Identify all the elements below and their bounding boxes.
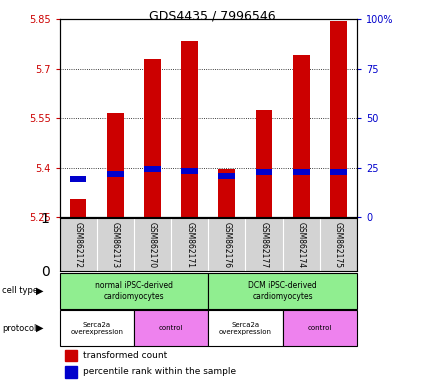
- Bar: [65, 350, 77, 361]
- Text: protocol: protocol: [2, 324, 37, 333]
- Bar: [60, 273, 208, 309]
- Text: GSM862171: GSM862171: [185, 222, 194, 268]
- Text: GSM862170: GSM862170: [148, 222, 157, 268]
- Bar: [330, 21, 347, 217]
- Text: control: control: [308, 325, 332, 331]
- Text: GSM862172: GSM862172: [74, 222, 82, 268]
- Text: GSM862175: GSM862175: [334, 222, 343, 268]
- Bar: [107, 113, 124, 217]
- Bar: [134, 310, 208, 346]
- Bar: [330, 169, 347, 175]
- Bar: [60, 310, 134, 346]
- Bar: [208, 273, 357, 309]
- Text: GSM862177: GSM862177: [260, 222, 269, 268]
- Bar: [218, 169, 235, 217]
- Text: cell type: cell type: [2, 286, 38, 295]
- Bar: [181, 168, 198, 174]
- Text: GDS4435 / 7996546: GDS4435 / 7996546: [149, 10, 276, 23]
- Text: percentile rank within the sample: percentile rank within the sample: [83, 367, 236, 376]
- Bar: [144, 59, 161, 217]
- Text: DCM iPSC-derived
cardiomyocytes: DCM iPSC-derived cardiomyocytes: [248, 281, 317, 301]
- Text: GSM862174: GSM862174: [297, 222, 306, 268]
- Bar: [256, 169, 272, 175]
- Text: GSM862173: GSM862173: [111, 222, 120, 268]
- Bar: [256, 110, 272, 217]
- Bar: [144, 166, 161, 172]
- Bar: [107, 171, 124, 177]
- Text: GSM862176: GSM862176: [222, 222, 231, 268]
- Text: normal iPSC-derived
cardiomyocytes: normal iPSC-derived cardiomyocytes: [95, 281, 173, 301]
- Text: transformed count: transformed count: [83, 351, 167, 360]
- Text: ▶: ▶: [36, 323, 44, 333]
- Text: ▶: ▶: [36, 286, 44, 296]
- Bar: [293, 169, 309, 175]
- Text: Serca2a
overexpression: Serca2a overexpression: [219, 322, 272, 334]
- Text: control: control: [159, 325, 183, 331]
- Bar: [283, 310, 357, 346]
- Text: Serca2a
overexpression: Serca2a overexpression: [70, 322, 123, 334]
- Bar: [208, 310, 283, 346]
- Bar: [218, 173, 235, 179]
- Bar: [70, 199, 86, 217]
- Bar: [70, 176, 86, 182]
- Bar: [65, 366, 77, 377]
- Bar: [293, 55, 309, 217]
- Bar: [181, 41, 198, 217]
